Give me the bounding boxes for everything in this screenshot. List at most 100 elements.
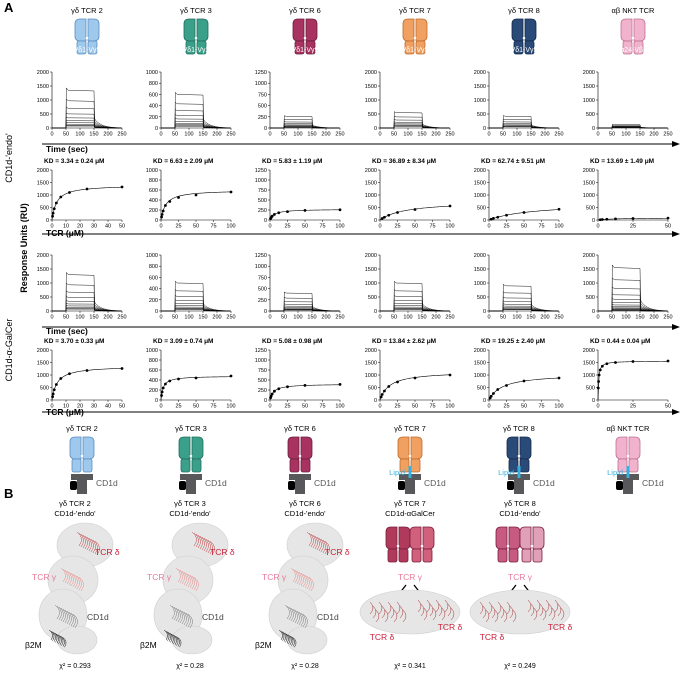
y-tick-label: 1000 — [37, 373, 49, 379]
tcr-name-top: αβ NKT TCR — [612, 6, 656, 15]
data-point — [51, 392, 55, 396]
x-tick-label: 10 — [63, 404, 69, 410]
data-point — [505, 213, 508, 217]
saxs-envelope — [359, 589, 461, 635]
y-tick-label: 500 — [477, 112, 486, 118]
y-tick-label: 1500 — [474, 181, 486, 187]
sensorgram-galcer-2: 0 50 100 150 200 250 0 200 400 600 800 1000 — [146, 253, 236, 321]
y-tick-label: 2000 — [37, 168, 49, 174]
data-point — [600, 218, 604, 221]
data-point — [270, 214, 274, 218]
tcr-icon — [506, 436, 532, 473]
x-tick-label: 25 — [503, 224, 509, 230]
saxs-envelope — [268, 522, 344, 655]
y-tick-label: 500 — [40, 386, 49, 392]
data-point — [161, 209, 165, 213]
data-point — [614, 361, 617, 364]
x-tick-label: 200 — [649, 132, 658, 138]
tcr-name-bottom: γδ TCR 3 — [175, 424, 207, 433]
kd-label: KD = 5.08 ± 0.98 μM — [262, 338, 322, 345]
sensorgram-trace — [380, 309, 450, 312]
y-tick-label: 500 — [258, 198, 267, 204]
y-tick-label: 2000 — [583, 168, 595, 174]
y-tick-label: 800 — [149, 358, 158, 364]
x-tick-label: 250 — [554, 315, 563, 321]
x-tick-label: 0 — [487, 132, 490, 138]
data-point — [605, 217, 609, 221]
cd1d-icon — [507, 474, 530, 494]
y-tick-label: 0 — [374, 398, 377, 404]
tcr-icon — [69, 436, 95, 473]
y-tick-label: 200 — [149, 298, 158, 304]
lipid-label: Lipid — [607, 468, 623, 477]
y-tick-label: 1000 — [146, 168, 158, 174]
sensorgram-trace — [161, 101, 231, 129]
tcr-chain-label: Vα24-Vβ11 — [616, 47, 651, 54]
x-tick-label: 200 — [540, 315, 549, 321]
x-tick-label: 200 — [431, 315, 440, 321]
saxs-envelope — [469, 589, 571, 635]
binding-plot-4: KD = 36.89 ± 8.34 μM0 25 50 75 1000500100015… — [365, 158, 455, 230]
data-point — [598, 218, 602, 222]
tcr-delta-label: TCR δ — [370, 632, 395, 642]
y-tick-label: 2000 — [37, 348, 49, 354]
data-point — [614, 217, 617, 221]
y-tick-label: 0 — [46, 309, 49, 315]
data-point — [492, 392, 495, 395]
y-tick-label: 500 — [586, 112, 595, 118]
y-tick-label: 0 — [483, 398, 486, 404]
sensorgram-trace — [52, 98, 122, 129]
data-point — [496, 215, 500, 219]
y-tick-label: 1500 — [37, 84, 49, 90]
data-point — [160, 213, 164, 216]
x-tick-label: 50 — [281, 315, 287, 321]
y-tick-label: 0 — [374, 126, 377, 132]
chi-square-label: χ² = 0.28 — [291, 663, 319, 670]
sensorgram-endo-2: 0 50 100 150 200 250 0 200 400 600 800 1000 — [146, 70, 236, 138]
model-title: γδ TCR 7 — [394, 499, 426, 508]
data-point — [85, 187, 89, 191]
tcr-name-top: γδ TCR 3 — [180, 6, 212, 15]
data-point — [600, 364, 604, 368]
y-tick-label: 500 — [40, 295, 49, 301]
x-tick-label: 20 — [77, 224, 83, 230]
x-tick-label: 25 — [394, 224, 400, 230]
binding-plot-2: KD = 6.63 ± 2.09 μM0 25 50 75 10002004006008… — [146, 158, 236, 230]
cd1d-label: CD1d — [314, 478, 336, 488]
time-label-1: Time (sec) — [46, 144, 88, 154]
x-tick-label: 0 — [50, 224, 53, 230]
x-tick-label: 100 — [554, 224, 563, 230]
data-point — [51, 211, 55, 215]
x-tick-label: 250 — [117, 132, 126, 138]
tcr-gamma-label: TCR γ — [147, 572, 172, 582]
y-tick-label: 0 — [46, 398, 49, 404]
sensorgram-trace — [161, 91, 231, 129]
model-title: γδ TCR 8 — [504, 499, 536, 508]
data-point — [270, 392, 274, 396]
tcr-icon — [178, 436, 204, 473]
y-tick-label: 1250 — [255, 168, 267, 174]
model-subtitle: CD1d-'endo' — [169, 509, 211, 518]
y-tick-label: 1500 — [365, 181, 377, 187]
y-tick-label: 2000 — [583, 70, 595, 76]
x-tick-label: 0 — [50, 404, 53, 410]
x-tick-label: 0 — [159, 132, 162, 138]
data-point — [160, 394, 163, 397]
sensorgram-trace — [52, 106, 122, 129]
lipid-mark — [626, 466, 630, 478]
lipid-label: Lipid — [498, 468, 514, 477]
tcr-name-bottom: γδ TCR 7 — [394, 424, 426, 433]
data-point — [492, 216, 495, 220]
x-tick-label: 50 — [412, 224, 418, 230]
y-tick-label: 0 — [46, 218, 49, 224]
y-tick-label: 1000 — [583, 193, 595, 199]
y-tick-label: 2000 — [365, 70, 377, 76]
y-tick-label: 0 — [374, 218, 377, 224]
lipid-mark — [408, 466, 412, 478]
x-tick-label: 100 — [335, 404, 344, 410]
x-tick-label: 0 — [596, 404, 599, 410]
sensorgram-trace — [161, 289, 231, 312]
x-tick-label: 50 — [665, 404, 671, 410]
x-tick-label: 200 — [649, 315, 658, 321]
